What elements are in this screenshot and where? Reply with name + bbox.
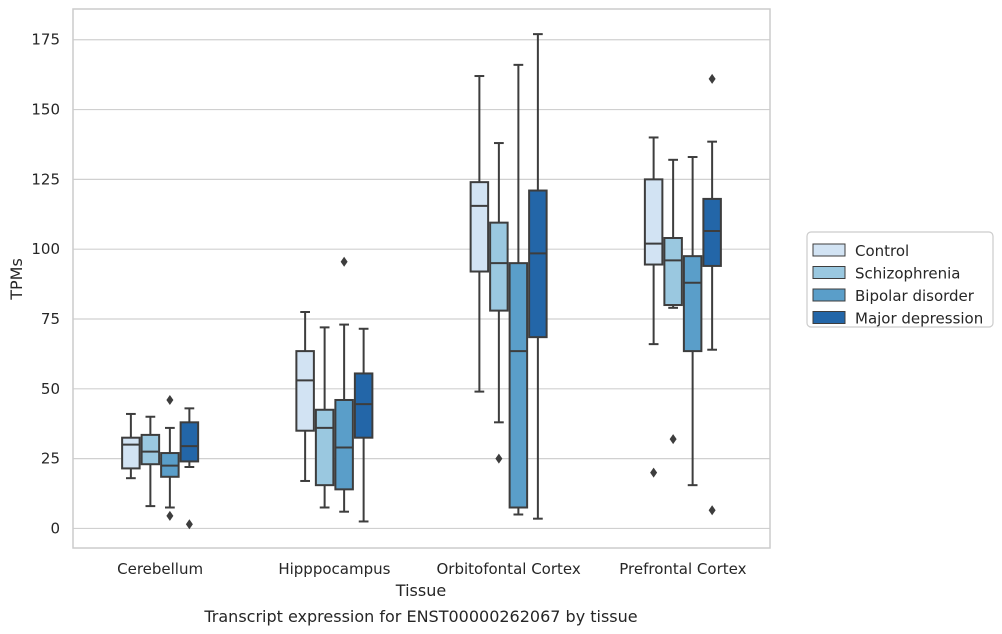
y-axis-ticks: 0 25 50 75 100 125 150 175 [31,31,60,538]
outlier-point [669,434,677,445]
y-tick-label: 175 [31,31,60,49]
outlier-point [708,505,716,516]
y-tick-label: 25 [41,450,60,468]
legend-swatch [812,311,846,324]
box-iqr [353,372,374,439]
chart-caption: Transcript expression for ENST0000026206… [203,607,637,626]
x-axis-label: Tissue [395,581,446,600]
legend-swatch [812,288,846,302]
box-prefrontal-cortex-control [643,136,664,478]
box-iqr [314,408,335,487]
legend: Control Schizophrenia Bipolar disorder Majo… [806,231,994,328]
box-iqr [179,421,200,463]
y-tick-label: 150 [31,101,60,119]
box-iqr [643,178,664,266]
y-axis-label: TPMs [7,258,26,301]
box-orbitofontal-cortex-schizophrenia [489,142,509,464]
box-iqr [334,398,354,491]
box-orbitofontal-cortex-control [469,75,490,393]
y-tick-label: 75 [41,310,60,328]
outlier-point [166,394,174,405]
legend-label: Major depression [855,310,983,328]
box-iqr [489,221,509,312]
box-prefrontal-cortex-bipolar-disorder [682,156,703,487]
legend-frame [806,231,994,328]
box-orbitofontal-cortex-bipolar-disorder [508,63,529,516]
box-orbitofontal-cortex-major-depression [528,33,548,520]
box-cerebellum-major-depression [179,407,200,530]
outlier-point [166,510,174,521]
box-iqr [140,433,161,466]
legend-swatch [812,243,846,257]
outlier-point [495,453,503,464]
box-iqr [121,436,141,470]
y-tick-label: 50 [41,380,60,398]
box-hipppocampus-schizophrenia [314,326,335,509]
box-hipppocampus-major-depression [353,327,374,523]
box-iqr [528,189,548,339]
outlier-point [708,73,716,84]
x-tick-label: Cerebellum [117,560,203,578]
box-iqr [702,197,722,267]
y-tick-label: 0 [50,519,60,537]
box-cerebellum-control [121,412,141,480]
boxes-layer [121,33,722,530]
y-tick-label: 125 [31,170,60,188]
legend-label: Bipolar disorder [855,287,975,305]
outlier-point [185,519,193,530]
x-tick-label: Orbitofontal Cortex [437,560,581,578]
outlier-point [340,256,348,267]
box-prefrontal-cortex-major-depression [702,73,722,516]
legend-label: Schizophrenia [855,265,960,283]
box-prefrontal-cortex-schizophrenia [663,158,683,445]
box-cerebellum-bipolar-disorder [160,394,180,521]
box-iqr [663,237,683,307]
box-iqr [682,255,703,353]
x-tick-label: Hipppocampus [278,560,390,578]
x-tick-label: Prefrontal Cortex [619,560,746,578]
box-hipppocampus-control [295,311,315,482]
box-iqr [508,262,529,509]
x-axis-ticks: Cerebellum Hipppocampus Orbitofontal Corte… [117,560,746,578]
outlier-point [650,467,658,478]
box-iqr [469,181,490,273]
y-tick-label: 100 [31,240,60,258]
box-hipppocampus-bipolar-disorder [334,256,354,513]
box-iqr [295,350,315,432]
box-cerebellum-schizophrenia [140,415,161,508]
plot-frame [72,8,771,549]
legend-swatch [812,266,846,279]
legend-label: Control [855,242,909,260]
